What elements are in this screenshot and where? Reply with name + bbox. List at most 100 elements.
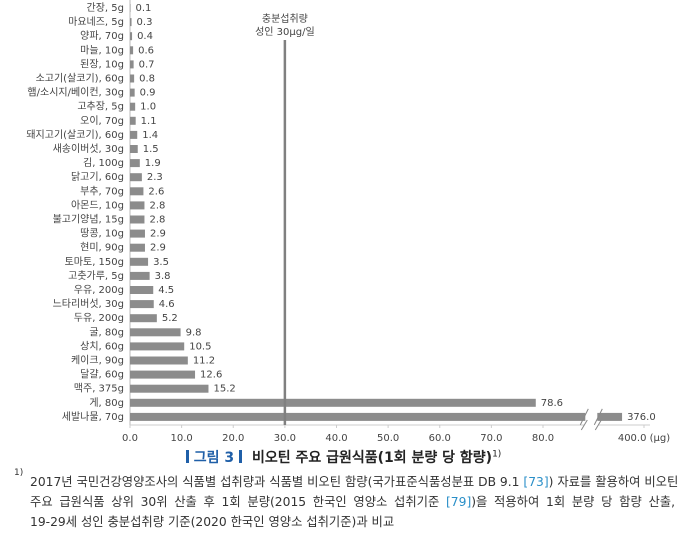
category-label: 돼지고기(살코기), 60g: [26, 129, 124, 141]
footnote-text: 주요 급원식품 상위 30위 산출 후 1회 분량(2015 한국인 영양소 섭…: [30, 495, 446, 509]
axis-break: [585, 0, 598, 429]
value-label: 4.6: [159, 299, 175, 310]
value-label: 3.5: [153, 257, 169, 268]
axis-break-mark: [580, 419, 588, 431]
footnote-line: 주요 급원식품 상위 30위 산출 후 1회 분량(2015 한국인 영양소 섭…: [30, 492, 675, 512]
value-label: 0.7: [139, 59, 155, 70]
bar: [130, 32, 133, 41]
chart-title: 비오틴 주요 급원식품(1회 분량 당 함량): [251, 450, 493, 466]
value-label: 2.9: [150, 229, 166, 240]
footnote-text: ) 자료를 활용하여 비오틴: [548, 475, 679, 489]
bar: [130, 60, 134, 69]
x-tick-label: 0.0: [122, 433, 138, 444]
bar: [130, 187, 144, 196]
category-label: 상치, 60g: [80, 340, 124, 352]
bar: [130, 271, 150, 280]
category-label: 김, 100g: [83, 157, 124, 169]
category-label: 소고기(살코기), 60g: [36, 73, 124, 85]
axis-break-mark: [594, 419, 602, 431]
x-tick-label: 40.0: [325, 433, 347, 444]
category-label: 게, 80g: [89, 397, 124, 409]
value-label: 1.5: [143, 144, 159, 155]
value-label: 12.6: [200, 370, 222, 381]
chart: 0.0 10.0 20.0 30.0 40.0 50.0 60.0 70.0 80.0 400.0…: [26, 0, 670, 444]
value-label: 0.3: [137, 17, 153, 28]
value-label: 0.1: [136, 3, 152, 14]
footnote-line: 19-29세 성인 충분섭취량 기준(2020 한국인 영양소 섭취기준)과 비…: [30, 512, 675, 532]
title-note: 1): [492, 449, 502, 460]
value-label: 4.5: [158, 285, 174, 296]
value-label: 10.5: [189, 341, 211, 352]
category-label: 케이크, 90g: [71, 355, 124, 367]
x-tick-label: 400.0 (μg): [618, 433, 670, 444]
category-label: 마늘, 10g: [80, 44, 124, 56]
category-label: 세발나물, 70g: [62, 411, 124, 423]
footnote: 2017년 국민건강영양조사의 식품별 섭취량과 식품별 비오틴 함량(국가표준…: [30, 472, 678, 532]
category-label: 느타리버섯, 30g: [53, 298, 124, 310]
x-tick-label: 60.0: [429, 433, 451, 444]
category-label: 된장, 10g: [80, 58, 124, 70]
value-label: 1.0: [140, 102, 156, 113]
value-label: 1.1: [141, 116, 157, 127]
category-label: 양파, 70g: [80, 30, 124, 42]
bar: [130, 342, 185, 351]
bar: [130, 215, 145, 224]
reference-label: 충분섭취량: [262, 13, 308, 25]
bar: [130, 159, 140, 168]
category-label: 햄/소시지/베이컨, 30g: [27, 86, 124, 99]
category-label: 부추, 70g: [80, 185, 124, 197]
reference-label: 성인 30μg/일: [255, 26, 315, 38]
value-label: 2.8: [149, 200, 165, 211]
bar: [130, 145, 138, 153]
bar: [130, 130, 138, 139]
value-label: 0.9: [140, 88, 156, 99]
figure-caption: 그림 3 비오틴 주요 급원식품(1회 분량 당 함량)1): [0, 447, 682, 467]
category-label: 간장, 5g: [87, 2, 124, 14]
x-tick-label: 80.0: [532, 433, 554, 444]
category-label: 오이, 70g: [80, 115, 124, 127]
bar: [130, 356, 188, 365]
reference-link: [79]: [446, 495, 472, 509]
bar: [130, 88, 135, 97]
value-label: 5.2: [162, 313, 178, 324]
bar: [130, 46, 134, 55]
footnote-text: 2017년 국민건강영양조사의 식품별 섭취량과 식품별 비오틴 함량(국가표준…: [30, 475, 524, 489]
bar: [130, 4, 131, 12]
value-label: 15.2: [213, 384, 235, 395]
footnote-line: 2017년 국민건강영양조사의 식품별 섭취량과 식품별 비오틴 함량(국가표준…: [30, 472, 678, 492]
axis-break-mark: [579, 408, 589, 426]
value-label: 11.2: [193, 356, 215, 367]
x-tick-label: 50.0: [377, 433, 399, 444]
footnote-text: )을 적용하여 1회 분량 당 함량 산출,: [471, 495, 675, 509]
bar: [130, 384, 209, 393]
value-label: 1.4: [142, 130, 158, 141]
category-label: 토마토, 150g: [65, 256, 124, 268]
category-label: 땅콩, 10g: [80, 228, 124, 240]
category-label: 달걀, 60g: [80, 368, 124, 381]
value-label: 9.8: [186, 327, 202, 338]
category-label: 새송이버섯, 30g: [53, 143, 124, 155]
category-label: 우유, 200g: [74, 284, 124, 296]
figure-label: 그림 3: [193, 450, 235, 466]
value-label: 78.6: [541, 398, 563, 409]
footnote-marker: 1): [14, 468, 24, 478]
value-label: 2.6: [148, 186, 164, 197]
category-label: 현미, 90g: [80, 242, 124, 254]
bar: [130, 229, 145, 238]
bar: [130, 74, 135, 83]
bar: [130, 102, 136, 111]
category-label: 고춧가루, 5g: [68, 270, 124, 282]
x-tick-label: 10.0: [170, 433, 192, 444]
category-label: 맥주, 375g: [74, 383, 124, 395]
bar: [130, 412, 623, 421]
category-label: 굴, 80g: [89, 326, 124, 338]
bar: [130, 286, 154, 294]
bar: [130, 18, 132, 27]
category-label: 마요네즈, 5g: [68, 16, 124, 28]
reference-link: [73]: [523, 475, 549, 489]
category-label: 아몬드, 10g: [71, 199, 124, 211]
bar: [130, 314, 157, 323]
x-tick-label: 20.0: [222, 433, 244, 444]
bar: [130, 300, 154, 309]
